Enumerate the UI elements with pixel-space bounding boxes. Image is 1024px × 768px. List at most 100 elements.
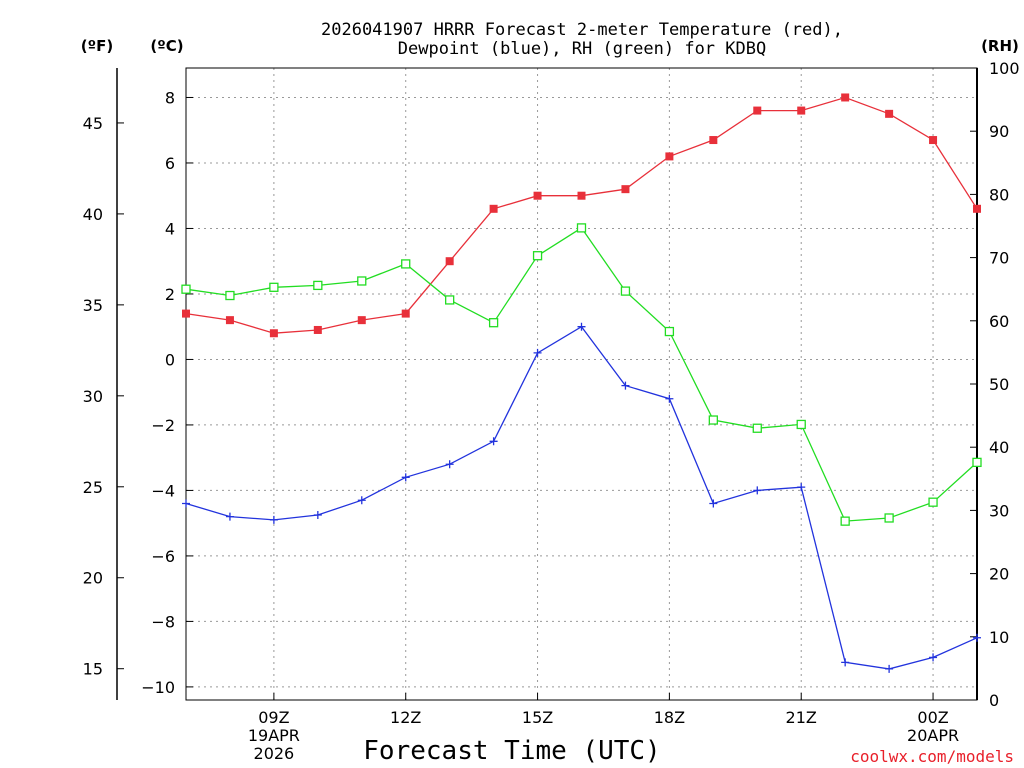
time-tick-label: 15Z: [522, 708, 553, 727]
dewpoint-point: [313, 510, 322, 519]
temperature-point: [841, 93, 850, 102]
time-tick-label: 19APR: [248, 726, 300, 745]
celsius-tick-label: 4: [165, 219, 175, 238]
dewpoint-line: [185, 325, 978, 670]
rh-tick-label: 90: [989, 122, 1009, 141]
temperature-point: [182, 309, 190, 318]
dewpoint-point: [533, 348, 542, 357]
fahrenheit-tick-label: 35: [83, 296, 103, 315]
rh-point: [532, 251, 543, 261]
x-axis-label: Forecast Time (UTC): [363, 736, 660, 766]
temperature-point: [753, 106, 762, 115]
temperature-point: [489, 204, 498, 213]
time-tick-label: 18Z: [654, 708, 685, 727]
time-tick-label: 09Z: [258, 708, 289, 727]
time-tick-label: 21Z: [786, 708, 817, 727]
dewpoint-point: [753, 486, 762, 495]
rh-point: [752, 423, 762, 433]
dewpoint-point: [269, 515, 278, 524]
dewpoint-point: [489, 437, 498, 446]
rh-tick-label: 100: [989, 59, 1020, 78]
right-unit-rh: (RH): [981, 37, 1019, 55]
dewpoint-point: [885, 664, 894, 673]
rh-point: [313, 280, 323, 291]
temperature-point: [357, 316, 366, 325]
rh-tick-label: 80: [989, 185, 1009, 204]
dewpoint-point: [709, 499, 718, 508]
dewpoint-point: [797, 483, 806, 492]
rh-point: [488, 318, 499, 328]
rh-point: [796, 419, 806, 430]
rh-tick-label: 40: [989, 438, 1009, 457]
temperature-point: [533, 191, 542, 200]
gridlines: [186, 68, 977, 700]
celsius-tick-label: −8: [151, 612, 175, 631]
time-tick-label: 12Z: [390, 708, 421, 727]
fahrenheit-tick-label: 20: [83, 569, 103, 588]
celsius-tick-label: 0: [165, 350, 175, 369]
rh-point: [664, 326, 675, 337]
rh-point: [181, 284, 191, 294]
temperature-point: [973, 204, 981, 213]
dewpoint-point: [182, 499, 190, 508]
temperature-point: [929, 136, 938, 145]
fahrenheit-axis-ticks: 45 40 35 30 25 20 15: [83, 114, 124, 679]
celsius-tick-label: −4: [151, 481, 175, 500]
dewpoint-point: [401, 473, 410, 482]
left-unit-celsius: (ºC): [150, 37, 183, 55]
chart-title-line1: 2026041907 HRRR Forecast 2-meter Tempera…: [321, 20, 843, 40]
rh-point: [225, 290, 235, 301]
temperature-point: [797, 106, 806, 115]
fahrenheit-tick-label: 25: [83, 478, 103, 497]
temperature-point: [577, 191, 586, 200]
celsius-tick-label: −6: [151, 547, 175, 566]
dewpoint-point: [973, 633, 981, 642]
dewpoint-point: [841, 658, 850, 667]
rh-tick-label: 0: [989, 691, 999, 710]
rh-point: [357, 276, 367, 286]
dewpoint-point: [665, 394, 674, 403]
chart-title-line2: Dewpoint (blue), RH (green) for KDBQ: [398, 39, 766, 59]
rh-tick-label: 50: [989, 375, 1009, 394]
dewpoint-point: [621, 381, 630, 390]
series-layer: [181, 93, 982, 673]
dewpoint-point: [225, 512, 234, 521]
fahrenheit-tick-label: 45: [83, 114, 103, 133]
rh-tick-label: 70: [989, 249, 1009, 268]
time-tick-label: 20APR: [907, 726, 959, 745]
fahrenheit-tick-label: 40: [83, 205, 103, 224]
dewpoint-point: [577, 322, 586, 331]
temperature-line: [185, 96, 978, 334]
rh-tick-label: 20: [989, 565, 1009, 584]
rh-point: [884, 513, 894, 523]
temperature-point: [885, 109, 894, 118]
temperature-point: [269, 329, 278, 338]
celsius-axis-ticks: 8 6 4 2 0 −2 −4 −6 −8 −10: [141, 88, 193, 697]
rh-point: [620, 286, 631, 296]
fahrenheit-tick-label: 15: [83, 660, 103, 679]
rh-point: [401, 259, 411, 269]
celsius-tick-label: 2: [165, 285, 175, 304]
fahrenheit-tick-label: 30: [83, 387, 103, 406]
rh-point: [445, 295, 455, 305]
rh-point: [840, 516, 850, 526]
rh-point: [708, 415, 718, 425]
rh-line: [185, 227, 978, 522]
rh-tick-label: 60: [989, 312, 1009, 331]
rh-tick-label: 30: [989, 501, 1009, 520]
celsius-tick-label: 6: [165, 154, 175, 173]
rh-point: [928, 497, 938, 507]
celsius-tick-label: −2: [151, 416, 175, 435]
temperature-point: [665, 152, 674, 161]
rh-axis-ticks: 0 10 20 30 40 50 60 70 80 90 100: [970, 59, 1020, 710]
temperature-point: [445, 257, 454, 266]
temperature-point: [401, 309, 410, 318]
temperature-point: [621, 185, 630, 194]
credit-text: coolwx.com/models: [850, 747, 1014, 766]
temperature-point: [709, 136, 718, 145]
dewpoint-point: [445, 460, 454, 469]
rh-point: [576, 223, 587, 233]
temperature-point: [225, 316, 234, 325]
